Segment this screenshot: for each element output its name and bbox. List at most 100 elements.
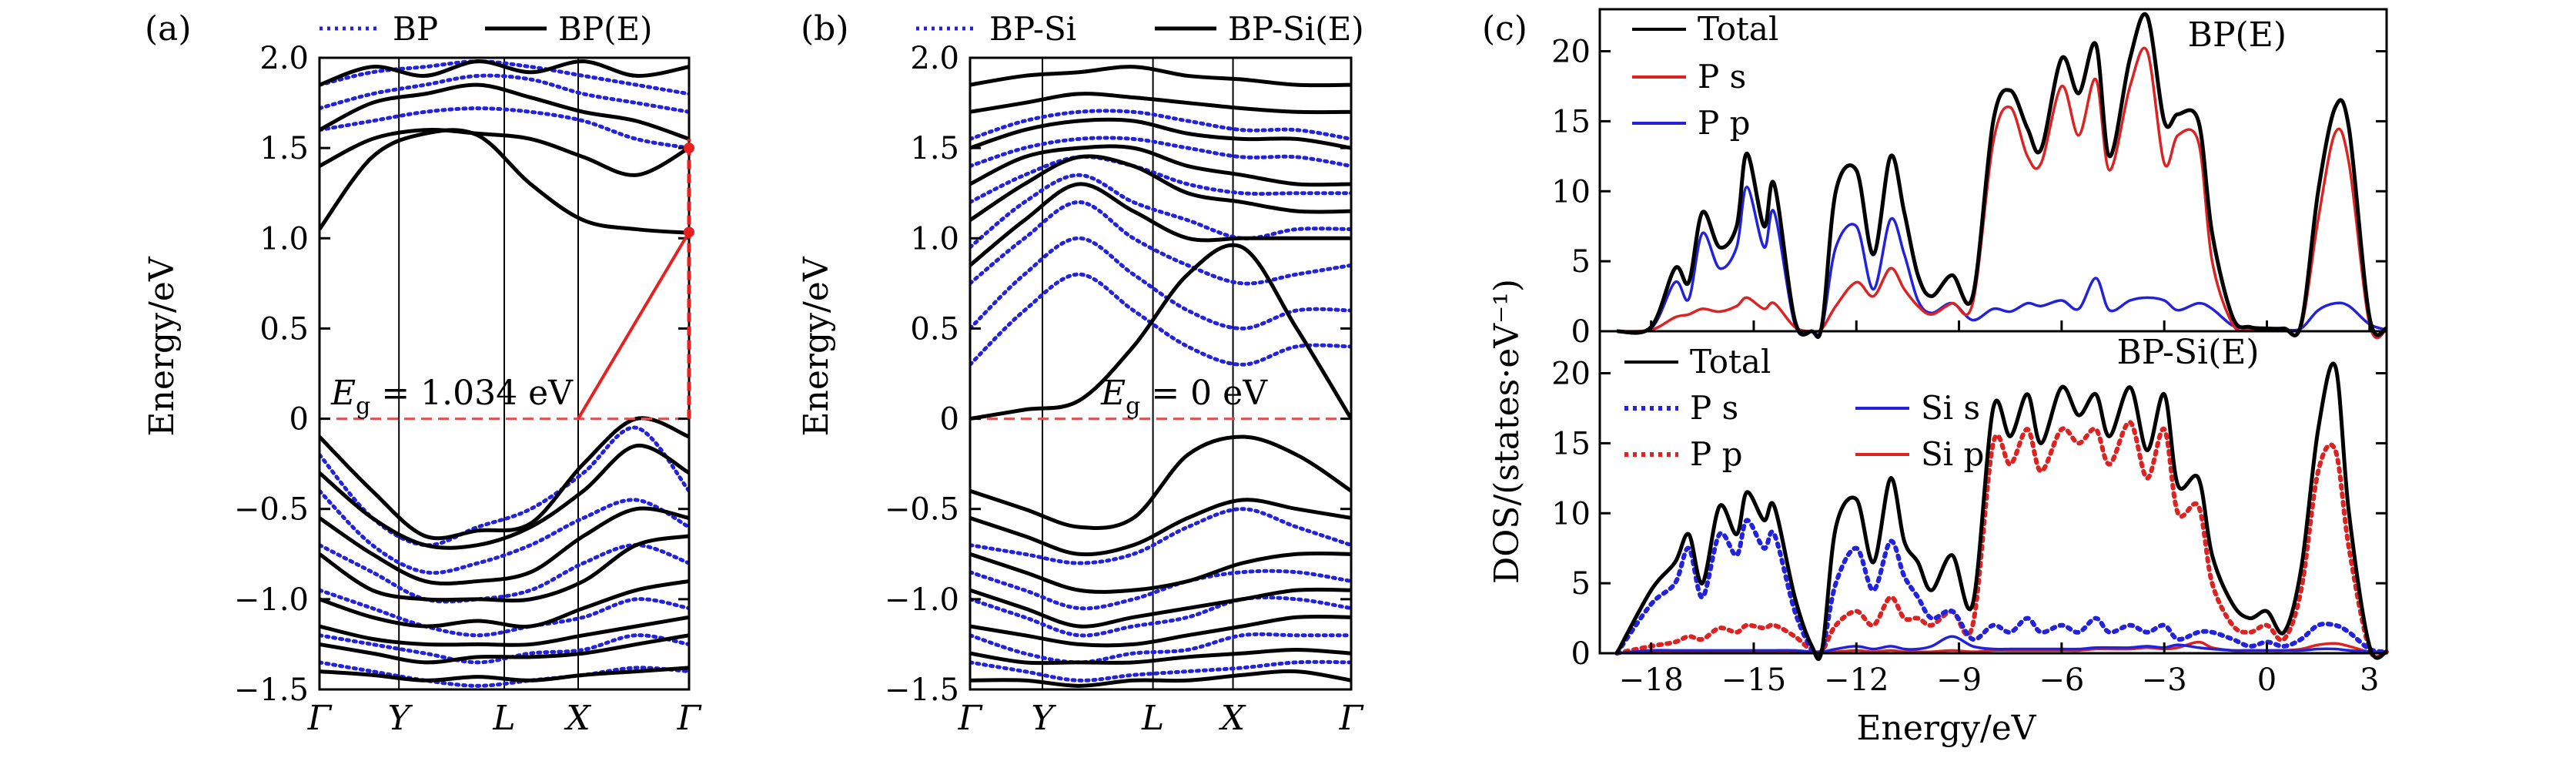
- gap-a-e: E: [330, 374, 356, 413]
- a-ytick-label: −1.0: [234, 582, 309, 618]
- panel-c-xlabel: Energy/eV: [1856, 709, 2036, 748]
- legend-top-total: Total: [1698, 10, 1778, 48]
- a-band-bpe-6: [319, 506, 689, 585]
- b-ytick-label: 2.0: [910, 41, 959, 76]
- b-band-bpsi-10: [970, 632, 1351, 665]
- b-band-bpsi-7: [970, 507, 1351, 565]
- gap-upper-dot: [684, 143, 694, 154]
- a-band-group: [319, 58, 689, 689]
- b-ytick-label: −1.5: [885, 672, 959, 708]
- a-band-bpe-7: [319, 534, 689, 603]
- b-band-bpsi-8: [970, 568, 1351, 611]
- b-band-bpsi-4: [970, 155, 1351, 204]
- b-band-bpsi-2: [970, 200, 1351, 286]
- dos-bot-series-ps: [1614, 518, 2389, 659]
- b-ytick-label: 0: [940, 402, 959, 438]
- a-band-bpe-3: [319, 59, 689, 87]
- panel-a-band-structure: (a) BP BP(E) Energy/eV 2.0 1.5 1.0 0.5 0 −0.5…: [142, 9, 702, 738]
- dos-top-ytick-label: 15: [1551, 104, 1591, 139]
- legend-bpe-label: BP(E): [558, 10, 653, 48]
- panel-c-ylabel: DOS/(states·eV⁻¹): [1487, 279, 1527, 584]
- legend-top-ps: P s: [1698, 58, 1746, 96]
- b-band-bpsie-11: [970, 614, 1351, 648]
- b-kpoint-label: Γ: [1339, 699, 1364, 738]
- dos-bot-frame: [1598, 330, 2388, 655]
- b-band-bpsie-3: [970, 144, 1351, 187]
- a-band-bpe-5: [319, 444, 689, 550]
- dos-bot-ytick-label: 10: [1551, 496, 1591, 532]
- b-frame: [969, 56, 1353, 691]
- dos-bot-ytick-label: 20: [1551, 357, 1591, 392]
- panel-b-ticks: 2.01.51.00.50−0.5−1.0−1.5Γ Y L X Γ: [885, 41, 1364, 738]
- b-band-bpsie-1: [970, 182, 1351, 267]
- panel-a-ticks: 2.01.51.00.50−0.5−1.0−1.5Γ Y L X Γ: [234, 41, 702, 738]
- gap-b-sub: g: [1126, 393, 1140, 420]
- gap-b-rest: = 0 eV: [1140, 374, 1268, 413]
- a-band-bpe-2: [319, 82, 689, 141]
- b-kpoint-label: Y: [1032, 699, 1057, 738]
- panel-a-gap-annotation: Eg = 1.034 eV: [330, 374, 574, 420]
- dos-xtick-label: 0: [2257, 662, 2277, 698]
- gap-b-e: E: [1100, 374, 1126, 413]
- dos-xtick-label: −3: [2142, 662, 2187, 698]
- a-band-bpe-9: [319, 615, 689, 647]
- b-kpoint-label: Γ: [958, 699, 983, 738]
- a-ytick-label: −1.5: [234, 672, 309, 708]
- dos-xtick-label: −18: [1618, 662, 1683, 698]
- gap-a-sub: g: [356, 393, 370, 420]
- a-band-bp-2: [319, 59, 689, 96]
- a-band-bp-4: [319, 488, 689, 575]
- panel-a-gap-arrow: [577, 139, 694, 420]
- b-band-bpsi-9: [970, 595, 1351, 638]
- b-band-bpsie-2: [970, 154, 1351, 222]
- panel-b-ylabel: Energy/eV: [797, 256, 836, 436]
- a-kpoint-label: L: [492, 699, 515, 738]
- dos-top-title: BP(E): [2188, 15, 2287, 55]
- a-ytick-label: 0: [289, 402, 309, 438]
- dos-top-ytick-label: 5: [1571, 244, 1591, 280]
- b-band-bpsie-4: [970, 117, 1351, 150]
- b-band-bpsi-5: [970, 136, 1351, 169]
- a-band-bpe-10: [319, 633, 689, 665]
- b-band-bpsi-0: [970, 272, 1351, 367]
- dos-top-ytick-label: 0: [1571, 314, 1591, 350]
- dos-bot-ytick-label: 5: [1571, 566, 1591, 602]
- a-ytick-label: 0.5: [259, 311, 309, 347]
- b-band-bpsie-6: [970, 65, 1351, 88]
- dos-xtick-label: −9: [1936, 662, 1982, 698]
- b-band-bpsie-5: [970, 92, 1351, 115]
- a-band-bp-8: [319, 660, 689, 688]
- b-band-bpsie-7: [970, 434, 1351, 530]
- b-band-group: [970, 58, 1351, 689]
- panel-b-gap-annotation: Eg = 0 eV: [1100, 374, 1268, 420]
- panel-a-ylabel: Energy/eV: [142, 256, 182, 436]
- panel-c-dos: (c) DOS/(states·eV⁻¹) BP(E) BP-Si(E) Ene…: [1482, 8, 2389, 748]
- b-band-bpsie-0: [970, 243, 1351, 421]
- legend-top-pp: P p: [1698, 104, 1751, 142]
- panel-b-band-structure: (b) BP-Si BP-Si(E) Energy/eV 2.0 1.5 1.0 0.…: [797, 9, 1364, 738]
- legend-bp-label: BP: [393, 10, 438, 48]
- b-band-bpsi-3: [970, 173, 1351, 250]
- b-ytick-label: −0.5: [885, 492, 959, 528]
- a-band-bpe-4: [319, 416, 689, 541]
- dos-top-legend: Total P s P p: [1632, 10, 1778, 142]
- b-band-bpsie-10: [970, 587, 1351, 629]
- b-ytick-label: 1.0: [910, 221, 959, 257]
- dos-xtick-label: −6: [2039, 662, 2084, 698]
- panel-b-bands: [969, 56, 1353, 691]
- dos-bottom-legend: Total P s P p Si s Si p: [1624, 343, 1984, 473]
- b-kpoint-label: X: [1219, 699, 1246, 738]
- dos-bottom-plot: [1598, 330, 2389, 662]
- dos-bot-ytick-label: 15: [1551, 426, 1591, 461]
- panel-c-label: (c): [1482, 9, 1527, 49]
- dos-xtick-label: −12: [1824, 662, 1889, 698]
- b-ytick-label: −1.0: [885, 582, 959, 618]
- a-ytick-label: 1.0: [259, 221, 309, 257]
- b-band-bpsi-11: [970, 659, 1351, 683]
- a-band-bp-6: [319, 588, 689, 638]
- a-ytick-label: −0.5: [234, 492, 309, 528]
- gap-cbm-dot: [684, 226, 694, 238]
- a-band-bpe-1: [319, 128, 689, 177]
- dos-xtick-label: −15: [1721, 662, 1786, 698]
